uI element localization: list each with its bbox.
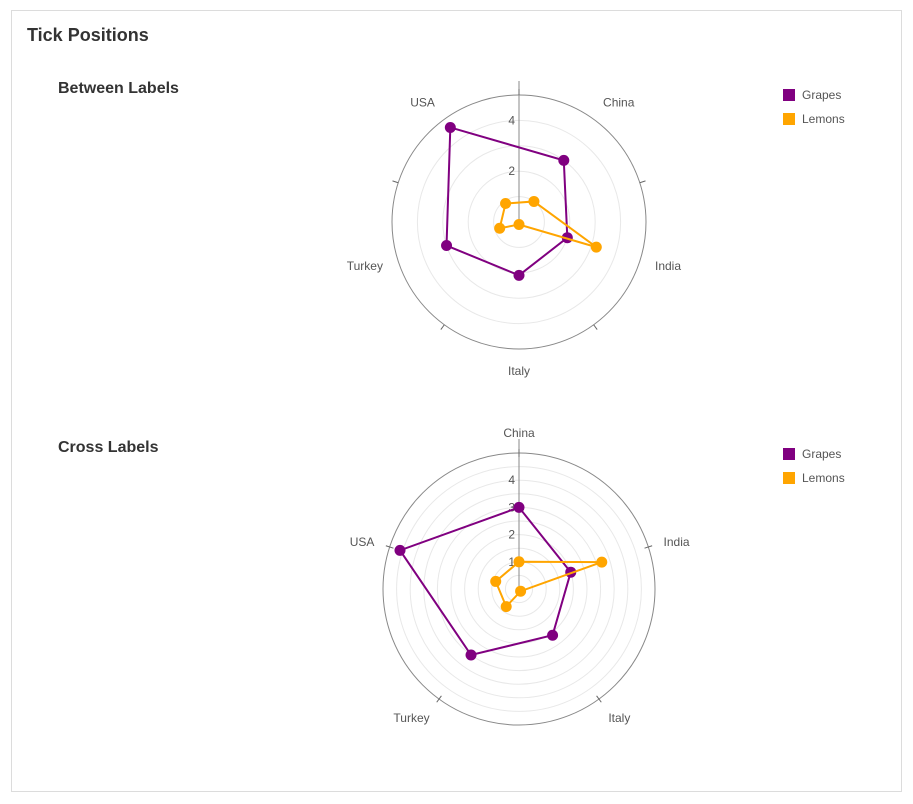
page-title: Tick Positions <box>27 25 149 45</box>
category-label: China <box>503 426 535 440</box>
category-label: India <box>664 535 690 549</box>
category-label: USA <box>410 95 435 109</box>
data-point[interactable] <box>394 544 406 556</box>
data-point[interactable] <box>513 219 525 231</box>
data-point[interactable] <box>490 575 502 587</box>
chart-title: Between Labels <box>58 80 179 97</box>
category-label: Italy <box>608 711 630 725</box>
category-label: India <box>655 259 681 273</box>
category-tick-mark <box>639 180 646 184</box>
legend-label[interactable]: Grapes <box>802 447 841 461</box>
category-tick-mark <box>385 545 394 549</box>
data-point[interactable] <box>465 649 477 661</box>
chart-title: Cross Labels <box>58 439 159 456</box>
legend-swatch <box>783 448 795 460</box>
data-point[interactable] <box>494 222 506 234</box>
data-point[interactable] <box>500 198 512 210</box>
legend-swatch <box>783 472 795 484</box>
data-point[interactable] <box>444 121 456 133</box>
category-tick-mark <box>596 695 602 703</box>
data-point[interactable] <box>513 269 525 281</box>
category-tick-mark <box>593 324 598 330</box>
value-tick-label: 3 <box>508 500 515 514</box>
data-point[interactable] <box>441 240 453 252</box>
value-tick-label: 1 <box>508 555 515 569</box>
data-point[interactable] <box>528 195 540 207</box>
category-label: Italy <box>508 364 530 378</box>
data-point[interactable] <box>515 585 527 597</box>
category-label: Turkey <box>347 259 383 273</box>
chart-card <box>11 10 902 792</box>
category-tick-mark <box>440 324 445 330</box>
value-tick-label: 2 <box>508 164 515 178</box>
data-point[interactable] <box>596 556 608 568</box>
data-point[interactable] <box>513 556 525 568</box>
legend-swatch <box>783 113 795 125</box>
data-point[interactable] <box>558 154 570 166</box>
category-tick-mark <box>644 545 653 549</box>
category-tick-mark <box>392 180 399 184</box>
value-tick-label: 4 <box>508 113 515 127</box>
data-point[interactable] <box>500 601 512 613</box>
legend-swatch <box>783 89 795 101</box>
legend-label[interactable]: Lemons <box>802 112 845 126</box>
value-tick-label: 4 <box>508 473 515 487</box>
data-point[interactable] <box>513 501 525 513</box>
category-label: USA <box>350 535 375 549</box>
category-tick-mark <box>436 695 442 703</box>
data-point[interactable] <box>590 241 602 253</box>
value-tick-label: 2 <box>508 528 515 542</box>
data-point[interactable] <box>547 629 559 641</box>
legend-label[interactable]: Grapes <box>802 88 841 102</box>
legend-label[interactable]: Lemons <box>802 471 845 485</box>
category-label: China <box>603 95 635 109</box>
category-label: Turkey <box>393 711 429 725</box>
